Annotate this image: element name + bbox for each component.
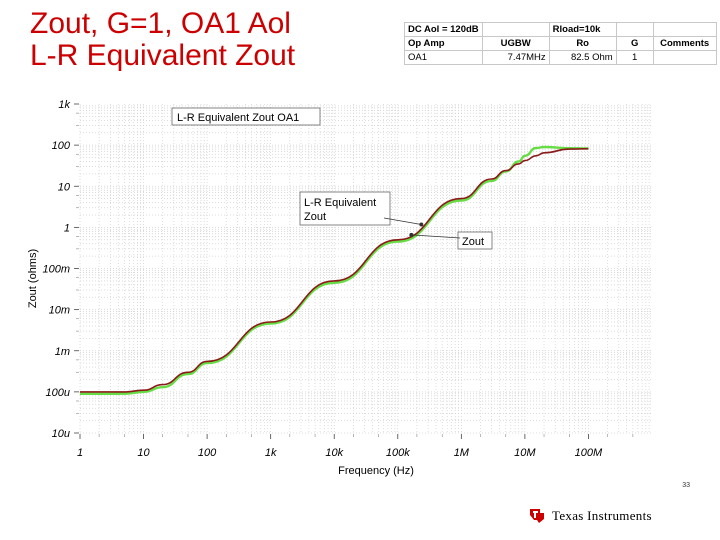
zout-callout-marker xyxy=(409,232,414,237)
x-tick-label: 1k xyxy=(265,447,277,459)
param-cell xyxy=(652,22,717,37)
lr-equivalent-callout-text: Zout xyxy=(304,211,326,223)
y-tick-label: 1k xyxy=(58,99,70,111)
param-cell: DC Aol = 120dB xyxy=(404,22,483,37)
chart-label-box xyxy=(171,107,321,126)
lr-equivalent-callout-text: L-R Equivalent xyxy=(304,197,376,209)
param-table-data-row: OA1 7.47MHz 82.5 Ohm 1 xyxy=(404,50,717,65)
param-header-op-amp: Op Amp xyxy=(404,36,483,51)
zout-callout-text: Zout xyxy=(462,236,484,248)
y-tick-label: 100m xyxy=(42,264,70,276)
param-cell xyxy=(481,22,550,37)
y-tick-label: 100 xyxy=(52,140,71,152)
lr-equivalent-callout-marker xyxy=(419,222,424,227)
slide-title: Zout, G=1, OA1 Aol L-R Equivalent Zout xyxy=(30,8,390,72)
lr-equivalent-callout-pointer xyxy=(383,217,422,225)
series-lr-equivalent-line xyxy=(80,147,589,393)
zout-callout-pointer xyxy=(411,234,461,239)
x-tick-label: 1 xyxy=(77,447,83,459)
param-header-comments: Comments xyxy=(652,36,717,51)
y-tick-label: 10 xyxy=(58,181,71,193)
param-cell xyxy=(615,22,654,37)
chart-series xyxy=(79,145,589,396)
param-cell: Rload=10k xyxy=(548,22,617,37)
param-cell-ugbw: 7.47MHz xyxy=(481,50,550,65)
param-table-header-row: Op Amp UGBW Ro G Comments xyxy=(404,36,717,51)
param-cell-g: 1 xyxy=(615,50,654,65)
y-tick-label: 1m xyxy=(55,346,70,358)
y-tick-label: 10m xyxy=(49,305,70,317)
x-axis-title: Frequency (Hz) xyxy=(338,465,414,477)
page-number: 33 xyxy=(682,482,690,489)
lr-equivalent-callout-box xyxy=(299,191,391,226)
slide-title-line1: Zout, G=1, OA1 Aol xyxy=(30,7,291,40)
ti-logo-text: Texas Instruments xyxy=(552,508,652,523)
param-table-top-row: DC Aol = 120dB Rload=10k xyxy=(404,22,717,37)
slide-title-line2: L-R Equivalent Zout xyxy=(30,39,296,72)
chart-grid xyxy=(79,104,652,434)
x-tick-label: 100 xyxy=(198,447,217,459)
parameter-table: DC Aol = 120dB Rload=10k Op Amp UGBW Ro … xyxy=(404,22,717,65)
param-cell-op-amp: OA1 xyxy=(404,50,483,65)
x-tick-label: 1M xyxy=(454,447,470,459)
param-header-ugbw: UGBW xyxy=(481,36,550,51)
param-header-ro: Ro xyxy=(548,36,617,51)
y-tick-label: 100u xyxy=(46,387,70,399)
zout-callout-box xyxy=(457,231,493,250)
param-header-g: G xyxy=(615,36,654,51)
param-cell-ro: 82.5 Ohm xyxy=(548,50,617,65)
x-tick-label: 100k xyxy=(386,447,410,459)
y-tick-label: 10u xyxy=(52,428,70,440)
ti-logo-icon xyxy=(530,509,544,523)
y-axis-title: Zout (ohms) xyxy=(27,249,39,308)
zout-chart: 1k 100 10 1 100m 10m 1m 100u 10u 1 10 100 1k 10k 100k 1… xyxy=(27,99,652,477)
x-tick-label: 10 xyxy=(137,447,150,459)
series-zout-line xyxy=(79,145,589,396)
ti-logo: Texas Instruments xyxy=(528,506,688,526)
chart-ticks: 1k 100 10 1 100m 10m 1m 100u 10u 1 10 100 1k 10k 100k 1… xyxy=(42,99,634,459)
chart-label-text: L-R Equivalent Zout OA1 xyxy=(177,112,299,124)
param-cell-comments xyxy=(652,50,717,65)
x-tick-label: 100M xyxy=(575,447,603,459)
x-tick-label: 10M xyxy=(514,447,536,459)
chart-annotations: L-R Equivalent Zout OA1 L-R Equivalent Zou… xyxy=(171,107,493,250)
y-tick-label: 1 xyxy=(64,222,70,234)
x-tick-label: 10k xyxy=(325,447,343,459)
